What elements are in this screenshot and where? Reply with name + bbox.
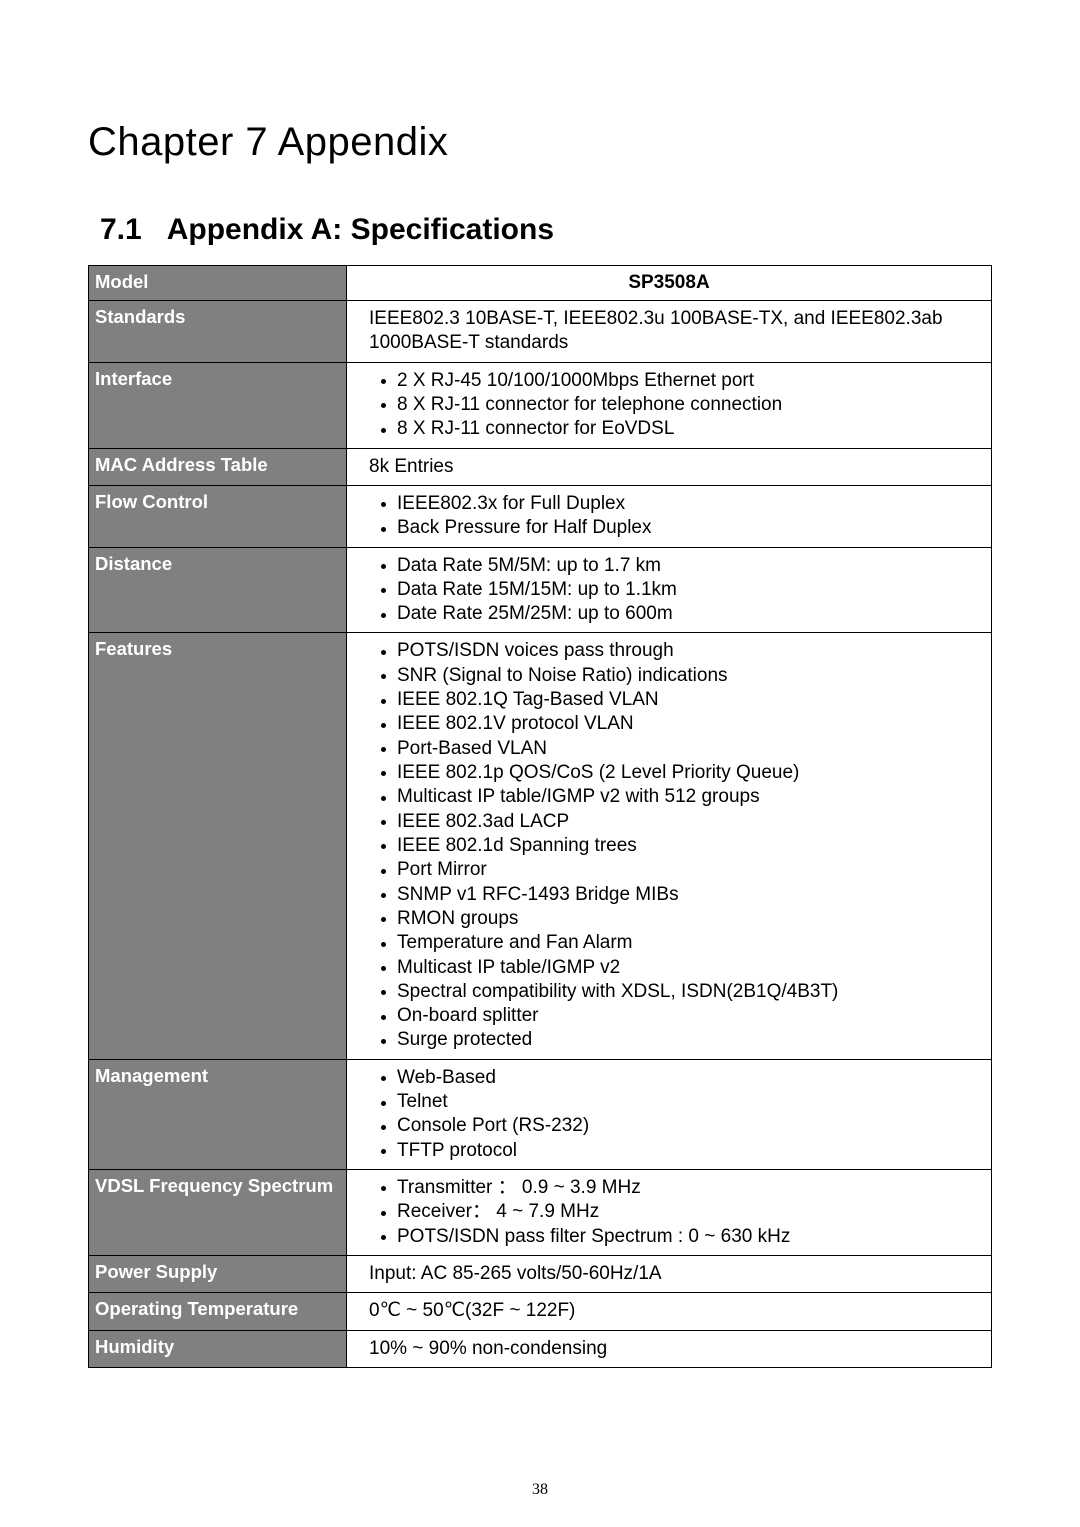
list-item: IEEE802.3x for Full Duplex bbox=[383, 492, 981, 516]
list-vdsl: Transmitter ： 0.9 ~ 3.9 MHzReceiver： 4 ~… bbox=[369, 1176, 981, 1249]
label-humidity: Humidity bbox=[89, 1330, 347, 1367]
row-features: Features POTS/ISDN voices pass throughSN… bbox=[89, 633, 992, 1059]
label-temp: Operating Temperature bbox=[89, 1293, 347, 1330]
row-humidity: Humidity 10% ~ 90% non-condensing bbox=[89, 1330, 992, 1367]
label-flow: Flow Control bbox=[89, 485, 347, 547]
list-item: Telnet bbox=[383, 1090, 981, 1114]
list-item: Surge protected bbox=[383, 1028, 981, 1052]
list-interface: 2 X RJ-45 10/100/1000Mbps Ethernet port8… bbox=[369, 369, 981, 442]
row-flow: Flow Control IEEE802.3x for Full DuplexB… bbox=[89, 485, 992, 547]
section-number: 7.1 bbox=[100, 213, 142, 246]
spec-table: Model SP3508A Standards IEEE802.3 10BASE… bbox=[88, 265, 992, 1368]
list-item: Back Pressure for Half Duplex bbox=[383, 516, 981, 540]
row-interface: Interface 2 X RJ-45 10/100/1000Mbps Ethe… bbox=[89, 362, 992, 448]
value-distance: Data Rate 5M/5M: up to 1.7 kmData Rate 1… bbox=[347, 547, 992, 633]
list-item: SNMP v1 RFC-1493 Bridge MIBs bbox=[383, 883, 981, 907]
section-title: 7.1 Appendix A: Specifications bbox=[100, 213, 992, 247]
row-model: Model SP3508A bbox=[89, 266, 992, 301]
list-item: Port-Based VLAN bbox=[383, 737, 981, 761]
list-item: Receiver： 4 ~ 7.9 MHz bbox=[383, 1200, 981, 1224]
label-mac: MAC Address Table bbox=[89, 448, 347, 485]
row-mac: MAC Address Table 8k Entries bbox=[89, 448, 992, 485]
value-model: SP3508A bbox=[347, 266, 992, 301]
label-interface: Interface bbox=[89, 362, 347, 448]
section-heading: Appendix A: Specifications bbox=[167, 213, 554, 246]
list-item: On-board splitter bbox=[383, 1004, 981, 1028]
list-item: IEEE 802.1p QOS/CoS (2 Level Priority Qu… bbox=[383, 761, 981, 785]
list-item: 8 X RJ-11 connector for telephone connec… bbox=[383, 393, 981, 417]
list-item: POTS/ISDN voices pass through bbox=[383, 639, 981, 663]
value-management: Web-BasedTelnetConsole Port (RS-232)TFTP… bbox=[347, 1059, 992, 1169]
list-features: POTS/ISDN voices pass throughSNR (Signal… bbox=[369, 639, 981, 1052]
list-item: RMON groups bbox=[383, 907, 981, 931]
label-distance: Distance bbox=[89, 547, 347, 633]
list-item: Multicast IP table/IGMP v2 bbox=[383, 956, 981, 980]
list-item: TFTP protocol bbox=[383, 1139, 981, 1163]
list-item: Console Port (RS-232) bbox=[383, 1114, 981, 1138]
row-standards: Standards IEEE802.3 10BASE-T, IEEE802.3u… bbox=[89, 301, 992, 363]
value-power: Input: AC 85-265 volts/50-60Hz/1A bbox=[347, 1255, 992, 1292]
list-item: IEEE 802.3ad LACP bbox=[383, 810, 981, 834]
label-model: Model bbox=[89, 266, 347, 301]
list-item: Multicast IP table/IGMP v2 with 512 grou… bbox=[383, 785, 981, 809]
list-item: Spectral compatibility with XDSL, ISDN(2… bbox=[383, 980, 981, 1004]
list-item: Data Rate 15M/15M: up to 1.1km bbox=[383, 578, 981, 602]
value-interface: 2 X RJ-45 10/100/1000Mbps Ethernet port8… bbox=[347, 362, 992, 448]
label-vdsl: VDSL Frequency Spectrum bbox=[89, 1170, 347, 1256]
value-vdsl: Transmitter ： 0.9 ~ 3.9 MHzReceiver： 4 ~… bbox=[347, 1170, 992, 1256]
row-power: Power Supply Input: AC 85-265 volts/50-6… bbox=[89, 1255, 992, 1292]
value-features: POTS/ISDN voices pass throughSNR (Signal… bbox=[347, 633, 992, 1059]
list-item: 2 X RJ-45 10/100/1000Mbps Ethernet port bbox=[383, 369, 981, 393]
row-vdsl: VDSL Frequency Spectrum Transmitter ： 0.… bbox=[89, 1170, 992, 1256]
row-management: Management Web-BasedTelnetConsole Port (… bbox=[89, 1059, 992, 1169]
value-humidity: 10% ~ 90% non-condensing bbox=[347, 1330, 992, 1367]
label-standards: Standards bbox=[89, 301, 347, 363]
list-item: 8 X RJ-11 connector for EoVDSL bbox=[383, 417, 981, 441]
list-item: Web-Based bbox=[383, 1066, 981, 1090]
list-item: IEEE 802.1Q Tag-Based VLAN bbox=[383, 688, 981, 712]
list-item: Port Mirror bbox=[383, 858, 981, 882]
label-features: Features bbox=[89, 633, 347, 1059]
list-item: SNR (Signal to Noise Ratio) indications bbox=[383, 664, 981, 688]
list-item: Date Rate 25M/25M: up to 600m bbox=[383, 602, 981, 626]
list-item: POTS/ISDN pass filter Spectrum : 0 ~ 630… bbox=[383, 1225, 981, 1249]
list-item: Transmitter ： 0.9 ~ 3.9 MHz bbox=[383, 1176, 981, 1200]
label-power: Power Supply bbox=[89, 1255, 347, 1292]
value-standards: IEEE802.3 10BASE-T, IEEE802.3u 100BASE-T… bbox=[347, 301, 992, 363]
value-flow: IEEE802.3x for Full DuplexBack Pressure … bbox=[347, 485, 992, 547]
value-mac: 8k Entries bbox=[347, 448, 992, 485]
list-item: Data Rate 5M/5M: up to 1.7 km bbox=[383, 554, 981, 578]
label-management: Management bbox=[89, 1059, 347, 1169]
list-management: Web-BasedTelnetConsole Port (RS-232)TFTP… bbox=[369, 1066, 981, 1163]
row-temp: Operating Temperature 0℃ ~ 50℃(32F ~ 122… bbox=[89, 1293, 992, 1330]
list-item: IEEE 802.1V protocol VLAN bbox=[383, 712, 981, 736]
list-distance: Data Rate 5M/5M: up to 1.7 kmData Rate 1… bbox=[369, 554, 981, 627]
page-number: 38 bbox=[0, 1481, 1080, 1499]
value-temp: 0℃ ~ 50℃(32F ~ 122F) bbox=[347, 1293, 992, 1330]
page: Chapter 7 Appendix 7.1 Appendix A: Speci… bbox=[0, 0, 1080, 1527]
chapter-title: Chapter 7 Appendix bbox=[88, 120, 992, 165]
list-item: Temperature and Fan Alarm bbox=[383, 931, 981, 955]
list-flow: IEEE802.3x for Full DuplexBack Pressure … bbox=[369, 492, 981, 541]
row-distance: Distance Data Rate 5M/5M: up to 1.7 kmDa… bbox=[89, 547, 992, 633]
list-item: IEEE 802.1d Spanning trees bbox=[383, 834, 981, 858]
